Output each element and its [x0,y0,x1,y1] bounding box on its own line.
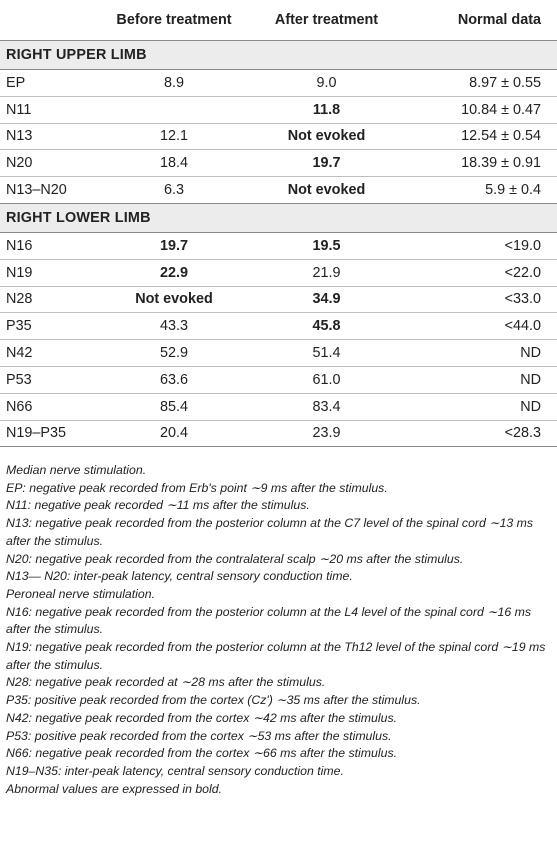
before-value: 12.1 [98,123,250,151]
normal-value: <33.0 [403,286,557,314]
before-value: 43.3 [98,312,250,341]
table-header-row: Before treatment After treatment Normal … [0,0,557,41]
normal-value: <28.3 [403,420,557,448]
footnote: N66: negative peak recorded from the cor… [6,746,398,761]
header-normal-data: Normal data [403,0,557,41]
section-lower-limb: RIGHT LOWER LIMB [0,202,557,233]
section-title-upper: RIGHT UPPER LIMB [0,40,557,70]
before-value: 6.3 [98,176,250,204]
footnote: N19: negative peak recorded from the pos… [6,640,546,672]
before-value: 52.9 [98,339,250,367]
table-row: N16 19.7 19.5 <19.0 [0,232,557,260]
before-value: 20.4 [98,420,250,448]
before-value [98,96,250,124]
table-row: N11 11.8 10.84 ± 0.47 [0,96,557,124]
footnote: N13: negative peak recorded from the pos… [6,516,534,548]
after-value: 9.0 [250,69,403,97]
after-value: 45.8 [250,312,403,341]
after-value: 51.4 [250,339,403,367]
normal-value: <22.0 [403,259,557,287]
normal-value: ND [403,366,557,394]
after-value: Not evoked [250,176,403,204]
row-label: N19 [0,259,98,287]
row-label: N42 [0,339,98,367]
after-value: 23.9 [250,420,403,448]
table-row: N13–N20 6.3 Not evoked 5.9 ± 0.4 [0,176,557,204]
before-value: 19.7 [98,232,250,260]
before-value: 85.4 [98,393,250,421]
after-value: 83.4 [250,393,403,421]
document-page: Before treatment After treatment Normal … [0,0,557,796]
table-row: N42 52.9 51.4 ND [0,339,557,367]
row-label: N20 [0,149,98,178]
footnote: N11: negative peak recorded ∼11 ms after… [6,498,310,513]
after-value: 61.0 [250,366,403,394]
row-label: P35 [0,312,98,341]
results-table: Before treatment After treatment Normal … [0,0,557,448]
normal-value: 12.54 ± 0.54 [403,123,557,151]
footnote: EP: negative peak recorded from Erb's po… [6,480,388,495]
after-value: 19.5 [250,232,403,260]
row-label: EP [0,69,98,97]
row-label: N28 [0,286,98,314]
footnote: N20: negative peak recorded from the con… [6,551,464,566]
normal-value: ND [403,339,557,367]
before-value: 22.9 [98,259,250,287]
normal-value: <44.0 [403,312,557,341]
row-label: N19–P35 [0,420,98,448]
row-label: N11 [0,96,98,124]
row-label: N13 [0,123,98,151]
table-row: P53 63.6 61.0 ND [0,366,557,394]
after-value: 19.7 [250,149,403,178]
normal-value: 10.84 ± 0.47 [403,96,557,124]
footnote: P35: positive peak recorded from the cor… [6,693,421,708]
normal-value: 8.97 ± 0.55 [403,69,557,97]
footnote: N13— N20: inter-peak latency, central se… [6,569,353,584]
row-label: N13–N20 [0,176,98,204]
header-before-treatment: Before treatment [98,0,250,41]
footnote: N16: negative peak recorded from the pos… [6,604,532,637]
row-label: N16 [0,232,98,260]
before-value: 18.4 [98,149,250,178]
footnote: Peroneal nerve stimulation. [6,586,156,601]
normal-value: 5.9 ± 0.4 [403,176,557,204]
footnote: Abnormal values are expressed in bold. [6,781,223,796]
table-row: EP 8.9 9.0 8.97 ± 0.55 [0,69,557,97]
table-row: N13 12.1 Not evoked 12.54 ± 0.54 [0,123,557,151]
normal-value: ND [403,393,557,421]
footnote: N42: negative peak recorded from the cor… [6,710,398,725]
footnote: N28: negative peak recorded at ∼28 ms af… [6,675,326,690]
normal-value: <19.0 [403,232,557,260]
table-footnotes: Median nerve stimulation. EP: negative p… [6,462,554,798]
table-row: N66 85.4 83.4 ND [0,393,557,421]
after-value: Not evoked [250,123,403,151]
footnote: Median nerve stimulation. [6,463,147,477]
before-value: 8.9 [98,69,250,97]
after-value: 11.8 [250,96,403,124]
footnote: P53: positive peak recorded from the cor… [6,728,392,743]
before-value: Not evoked [98,286,250,314]
footnote: N19–N35: inter-peak latency, central sen… [6,763,344,778]
normal-value: 18.39 ± 0.91 [403,149,557,178]
table-row: N20 18.4 19.7 18.39 ± 0.91 [0,149,557,178]
table-row: N19–P35 20.4 23.9 <28.3 [0,420,557,448]
row-label: P53 [0,366,98,394]
table-row: P35 43.3 45.8 <44.0 [0,312,557,341]
header-blank [0,0,98,41]
table-row: N28 Not evoked 34.9 <33.0 [0,286,557,314]
table-row: N19 22.9 21.9 <22.0 [0,259,557,287]
after-value: 34.9 [250,286,403,314]
before-value: 63.6 [98,366,250,394]
section-title-lower: RIGHT LOWER LIMB [0,202,557,233]
header-after-treatment: After treatment [250,0,403,41]
row-label: N66 [0,393,98,421]
section-upper-limb: RIGHT UPPER LIMB [0,40,557,70]
after-value: 21.9 [250,259,403,287]
